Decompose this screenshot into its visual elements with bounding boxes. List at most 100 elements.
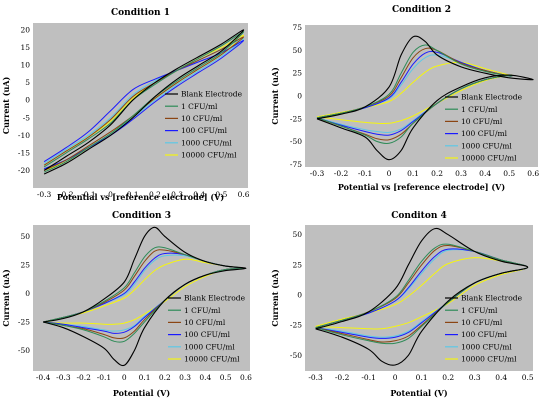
chart-panel-1: Condition 1 -0.3 -0.2 -0.1 0 0.1 0.2 0.3 0.4 0.5 0… (1, 8, 250, 202)
legend-entry: 1 CFU/ml (461, 306, 498, 315)
x-tick-label: 0.2 (159, 373, 171, 382)
x-tick-label: 0.2 (442, 373, 454, 382)
x-tick-label: -0.1 (97, 373, 111, 382)
chart-title: Condition 2 (392, 5, 451, 15)
x-tick-label: 0.3 (179, 373, 191, 382)
chart-panel-2: Condition 2 -0.3 -0.2 -0.1 0 0.1 0.2 0.3 0.4 0.5 0… (270, 5, 539, 192)
x-tick-label: -0.2 (335, 373, 350, 382)
y-tick-label: 0 (297, 92, 302, 101)
legend-entry: 100 CFU/ml (181, 126, 228, 135)
x-tick-label: 0.4 (479, 169, 491, 178)
x-tick-label: 0.4 (495, 373, 507, 382)
x-tick-label: 0 (108, 190, 113, 199)
legend-entry: 1000 CFU/ml (184, 342, 235, 351)
x-tick-label: -0.1 (361, 373, 375, 382)
x-axis-label: Potential vs [reference electrode] (V) (57, 192, 224, 202)
legend-entry: 1 CFU/ml (184, 306, 221, 315)
y-axis-label: Current (uA) (270, 269, 280, 327)
x-tick-label: 0.1 (416, 373, 428, 382)
x-tick-label: 0.6 (527, 169, 539, 178)
x-tick-label: 0.3 (171, 190, 183, 199)
plot-area (305, 25, 538, 167)
x-tick-label: -0.3 (308, 373, 323, 382)
y-tick-label: -50 (290, 137, 302, 146)
series-line-1 (316, 35, 534, 161)
y-tick-label: -20 (18, 166, 30, 175)
x-axis-label: Potential (V) (113, 388, 170, 398)
y-tick-label: 25 (20, 260, 30, 269)
chart-title: Condition 1 (111, 8, 170, 18)
x-tick-label: 0.2 (431, 169, 443, 178)
y-tick-label: 0 (25, 96, 30, 105)
legend-entry: Blank Electrode (181, 90, 243, 99)
x-tick-label: 0.5 (522, 373, 534, 382)
y-axis-label: Current (uA) (1, 269, 11, 327)
y-tick-label: -75 (290, 160, 302, 169)
legend-entry: Blank Electrode (461, 294, 523, 303)
x-axis-label: Potential (V) (390, 388, 447, 398)
y-tick-label: -50 (290, 351, 302, 360)
x-tick-label: 0.1 (407, 169, 419, 178)
x-tick-label: 0.1 (139, 373, 151, 382)
y-tick-label: 50 (20, 232, 30, 241)
x-tick-label: 0.6 (238, 190, 250, 199)
x-tick-label: -0.2 (76, 373, 91, 382)
legend-entry: 100 CFU/ml (184, 330, 231, 339)
x-tick-label: -0.1 (358, 169, 372, 178)
x-tick-label: 0 (387, 169, 392, 178)
x-tick-label: -0.2 (334, 169, 349, 178)
legend-entry: 10000 CFU/ml (461, 154, 517, 163)
plot-area (305, 225, 533, 371)
x-tick-label: -0.3 (37, 190, 52, 199)
legend-entry: 10 CFU/ml (461, 117, 503, 126)
series-line-2 (43, 31, 245, 173)
legend-entry: 10 CFU/ml (184, 318, 226, 327)
x-tick-label: 0.3 (469, 373, 481, 382)
y-tick-label: -25 (290, 114, 302, 123)
y-axis-label: Current (uA) (270, 67, 280, 125)
legend-entry: 10000 CFU/ml (181, 151, 237, 160)
x-tick-label: 0.1 (127, 190, 139, 199)
y-tick-label: 25 (292, 260, 302, 269)
x-tick-label: 0.5 (503, 169, 515, 178)
legend-entry: 1 CFU/ml (181, 102, 218, 111)
x-tick-label: -0.2 (59, 190, 74, 199)
x-tick-label: 0.5 (220, 373, 232, 382)
legend-entry: 1 CFU/ml (461, 105, 498, 114)
y-axis-label: Current (uA) (1, 76, 11, 134)
legend-entry: 100 CFU/ml (461, 129, 508, 138)
chart-panel-4: Conditon 4 -0.3 -0.2 -0.1 0 0.1 0.2 0.3 0.4 0.5 50… (270, 211, 534, 398)
legend-entry: Blank Electrode (461, 93, 523, 102)
legend-entry: 10 CFU/ml (461, 318, 503, 327)
x-tick-label: 0.4 (199, 373, 211, 382)
chart-title: Condition 3 (112, 211, 171, 221)
y-tick-label: 75 (292, 23, 302, 32)
y-tick-label: 15 (20, 43, 30, 52)
y-tick-label: -15 (18, 148, 30, 157)
x-tick-label: 0.2 (149, 190, 161, 199)
y-tick-label: 5 (25, 78, 30, 87)
x-tick-label: -0.3 (56, 373, 71, 382)
y-tick-label: 0 (25, 289, 30, 298)
y-tick-label: 50 (292, 46, 302, 55)
y-tick-label: 50 (292, 230, 302, 239)
legend-entry: 1000 CFU/ml (181, 138, 232, 147)
y-tick-label: -25 (290, 321, 302, 330)
legend-entry: 10000 CFU/ml (461, 355, 517, 364)
legend-entry: 10000 CFU/ml (184, 355, 240, 364)
y-tick-label: -10 (18, 131, 30, 140)
x-axis-label: Potential vs [reference electrode] (V) (338, 182, 505, 192)
series-line-1 (42, 226, 247, 367)
chart-panel-3: Condition 3 -0.4 -0.3 -0.2 -0.1 0 0.1 0.2 0.3 0.4… (1, 211, 252, 398)
y-tick-label: 10 (20, 61, 30, 70)
y-tick-label: -25 (18, 317, 30, 326)
x-tick-label: 0 (393, 373, 398, 382)
x-tick-label: 0.6 (240, 373, 252, 382)
legend-entry: 1000 CFU/ml (461, 141, 512, 150)
x-tick-label: 0 (122, 373, 127, 382)
x-tick-label: 0.4 (193, 190, 205, 199)
y-tick-label: -50 (18, 346, 30, 355)
x-tick-label: -0.1 (81, 190, 95, 199)
chart-title: Conditon 4 (391, 211, 447, 221)
